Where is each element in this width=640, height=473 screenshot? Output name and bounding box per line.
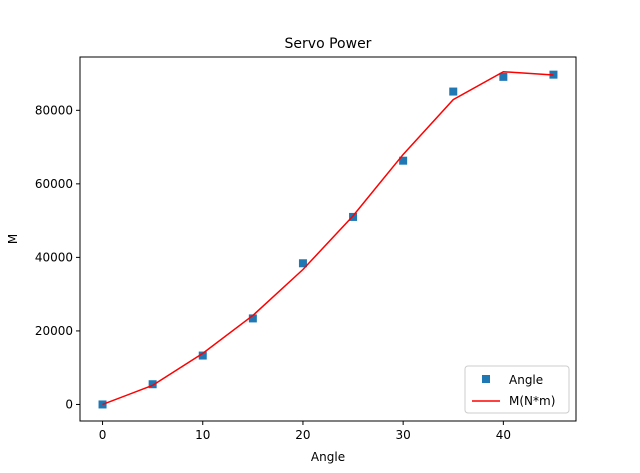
scatter-point <box>298 259 307 268</box>
axes-frame <box>79 56 577 422</box>
x-tick-label: 0 <box>99 428 107 442</box>
scatter-point <box>449 87 458 96</box>
x-tick-label: 30 <box>396 428 411 442</box>
x-tick-label: 40 <box>496 428 511 442</box>
y-axis-title: M <box>6 234 20 244</box>
series-line <box>102 70 554 406</box>
scatter-point <box>198 351 207 360</box>
y-tick-label: 40000 <box>35 250 73 264</box>
x-axis: 0 10 20 30 40 <box>99 421 511 442</box>
x-tick-label: 10 <box>195 428 210 442</box>
y-tick-label: 0 <box>65 397 73 411</box>
plot-area <box>98 70 558 409</box>
chart-title: Servo Power <box>285 36 372 52</box>
scatter-point <box>399 156 408 165</box>
scatter-point <box>148 380 157 389</box>
y-tick-label: 20000 <box>35 324 73 338</box>
legend-label-scatter: Angle <box>509 373 543 387</box>
x-axis-title: Angle <box>311 450 345 464</box>
scatter-point <box>499 72 508 81</box>
scatter-point <box>248 314 257 323</box>
legend: Angle M(N*m) <box>464 365 570 414</box>
legend-label-line: M(N*m) <box>509 394 555 408</box>
x-tick-label: 20 <box>295 428 310 442</box>
y-tick-label: 80000 <box>35 103 73 117</box>
legend-marker-scatter <box>482 375 490 383</box>
y-axis: 0 20000 40000 60000 80000 <box>35 103 80 411</box>
scatter-point <box>349 212 358 221</box>
y-tick-label: 60000 <box>35 177 73 191</box>
